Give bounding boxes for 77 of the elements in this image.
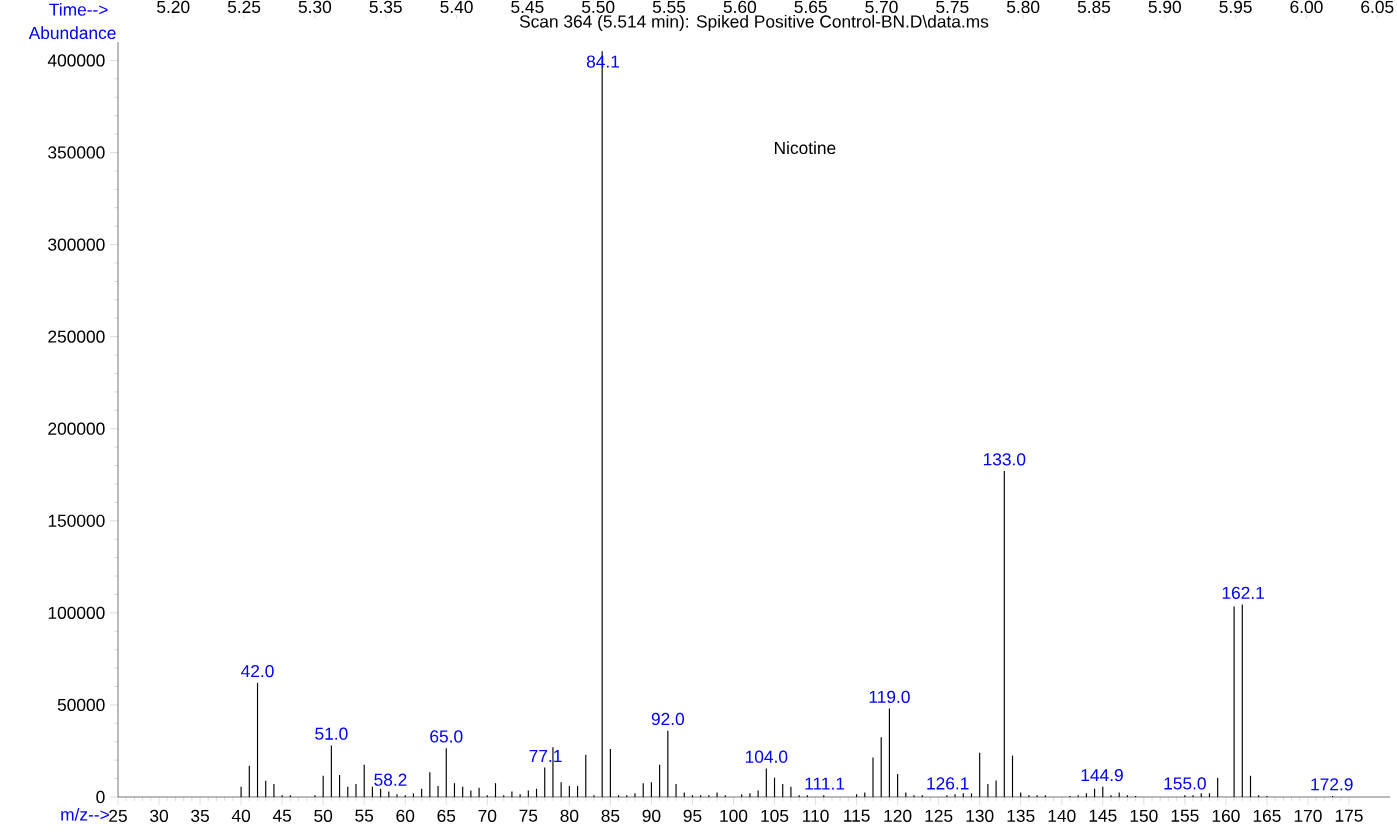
x-tick-label: 65: [437, 809, 456, 822]
y-tick-label: 150000: [48, 514, 105, 527]
x-tick-label: 40: [231, 809, 251, 822]
y-tick-label: 100000: [48, 606, 105, 619]
annotation: 133.0: [983, 453, 1026, 466]
x-tick-label: 90: [642, 809, 661, 822]
x-tick-label: 85: [601, 809, 620, 822]
x2-tick-label: 5.35: [369, 0, 402, 14]
x2-tick-label: 5.45: [511, 0, 544, 14]
x-tick-label: 115: [844, 809, 870, 822]
annotation: 126.1: [927, 777, 969, 790]
x-tick-label: 80: [560, 809, 579, 822]
x-tick-label: 110: [803, 809, 829, 822]
x-tick-label: 165: [1253, 809, 1281, 822]
y-tick-label: 0: [96, 790, 105, 804]
x-tick-label: 60: [396, 809, 415, 822]
x-tick-label: 150: [1130, 809, 1158, 822]
y-tick-label: 250000: [48, 330, 105, 343]
annotation: 51.0: [315, 727, 348, 740]
x-tick-label: 95: [683, 809, 702, 822]
annotation: 42.0: [241, 664, 274, 678]
x2-tick-label: 5.75: [936, 0, 969, 14]
annotation: 172.9: [1311, 778, 1353, 791]
x2-tick-label: 5.70: [865, 0, 898, 14]
x2-tick-label: 5.30: [298, 0, 332, 14]
y-tick-label: 300000: [48, 238, 105, 251]
x-tick-label: 125: [925, 809, 953, 822]
x2-tick-label: 6.00: [1290, 0, 1323, 14]
x-tick-label: 55: [355, 809, 374, 822]
x2-tick-label: 5.50: [582, 0, 615, 14]
x2-tick-label: 5.85: [1077, 0, 1111, 14]
x-tick-label: 35: [191, 809, 209, 822]
annotation: 162.1: [1222, 586, 1264, 599]
x-tick-label: 50: [314, 809, 333, 822]
x2-tick-label: 5.55: [652, 0, 686, 14]
annotation: 111.1: [805, 777, 845, 790]
x2-tick-label: 5.65: [794, 0, 827, 14]
x2-tick-label: 5.40: [440, 0, 473, 14]
x-tick-label: 175: [1335, 809, 1363, 822]
x-tick-label: 145: [1089, 809, 1117, 822]
annotation: 104.0: [745, 750, 788, 763]
x2-tick-label: 5.60: [723, 0, 757, 14]
x-tick-label: 140: [1048, 809, 1076, 822]
x-tick-label: 170: [1294, 809, 1322, 822]
annotation: 58.2: [374, 773, 407, 786]
x-axis-title: m/z-->: [61, 807, 109, 821]
x-tick-label: 130: [966, 809, 994, 822]
x-tick-label: 105: [761, 809, 789, 822]
y-tick-label: 400000: [47, 54, 105, 67]
x-tick-label: 160: [1212, 809, 1240, 822]
x-tick-label: 120: [884, 809, 912, 822]
y-axis-title: Abundance: [28, 26, 116, 40]
x2-tick-label: 5.95: [1219, 0, 1252, 14]
y-tick-label: 350000: [48, 146, 105, 159]
x2-axis-title: Time-->: [49, 2, 108, 16]
x-tick-label: 100: [720, 809, 748, 822]
x-tick-label: 135: [1007, 809, 1035, 822]
annotation: 65.0: [430, 730, 463, 743]
annotation: 144.9: [1081, 768, 1123, 782]
x2-tick-label: 6.05: [1361, 0, 1394, 14]
x-tick-label: 75: [519, 809, 538, 822]
x-tick-label: 155: [1171, 809, 1199, 822]
x-tick-label: 30: [150, 809, 168, 822]
x2-tick-label: 5.80: [1006, 0, 1040, 14]
annotation: 155.0: [1164, 777, 1206, 790]
y-tick-label: 200000: [48, 422, 105, 435]
annotation: Nicotine: [774, 141, 836, 155]
x2-tick-label: 5.90: [1148, 0, 1181, 14]
annotation: 92.0: [651, 712, 685, 726]
x-tick-label: 25: [109, 809, 127, 822]
x2-tick-label: 5.20: [157, 0, 190, 14]
chart-title: Scan 364 (5.514 min): Spiked Positive Control-BN.D\data.ms: [519, 14, 989, 32]
x-tick-label: 45: [272, 809, 292, 822]
x-tick-label: 70: [478, 809, 497, 822]
x2-tick-label: 5.25: [227, 0, 261, 14]
y-tick-label: 50000: [57, 698, 105, 712]
annotation: 119.0: [869, 690, 910, 704]
